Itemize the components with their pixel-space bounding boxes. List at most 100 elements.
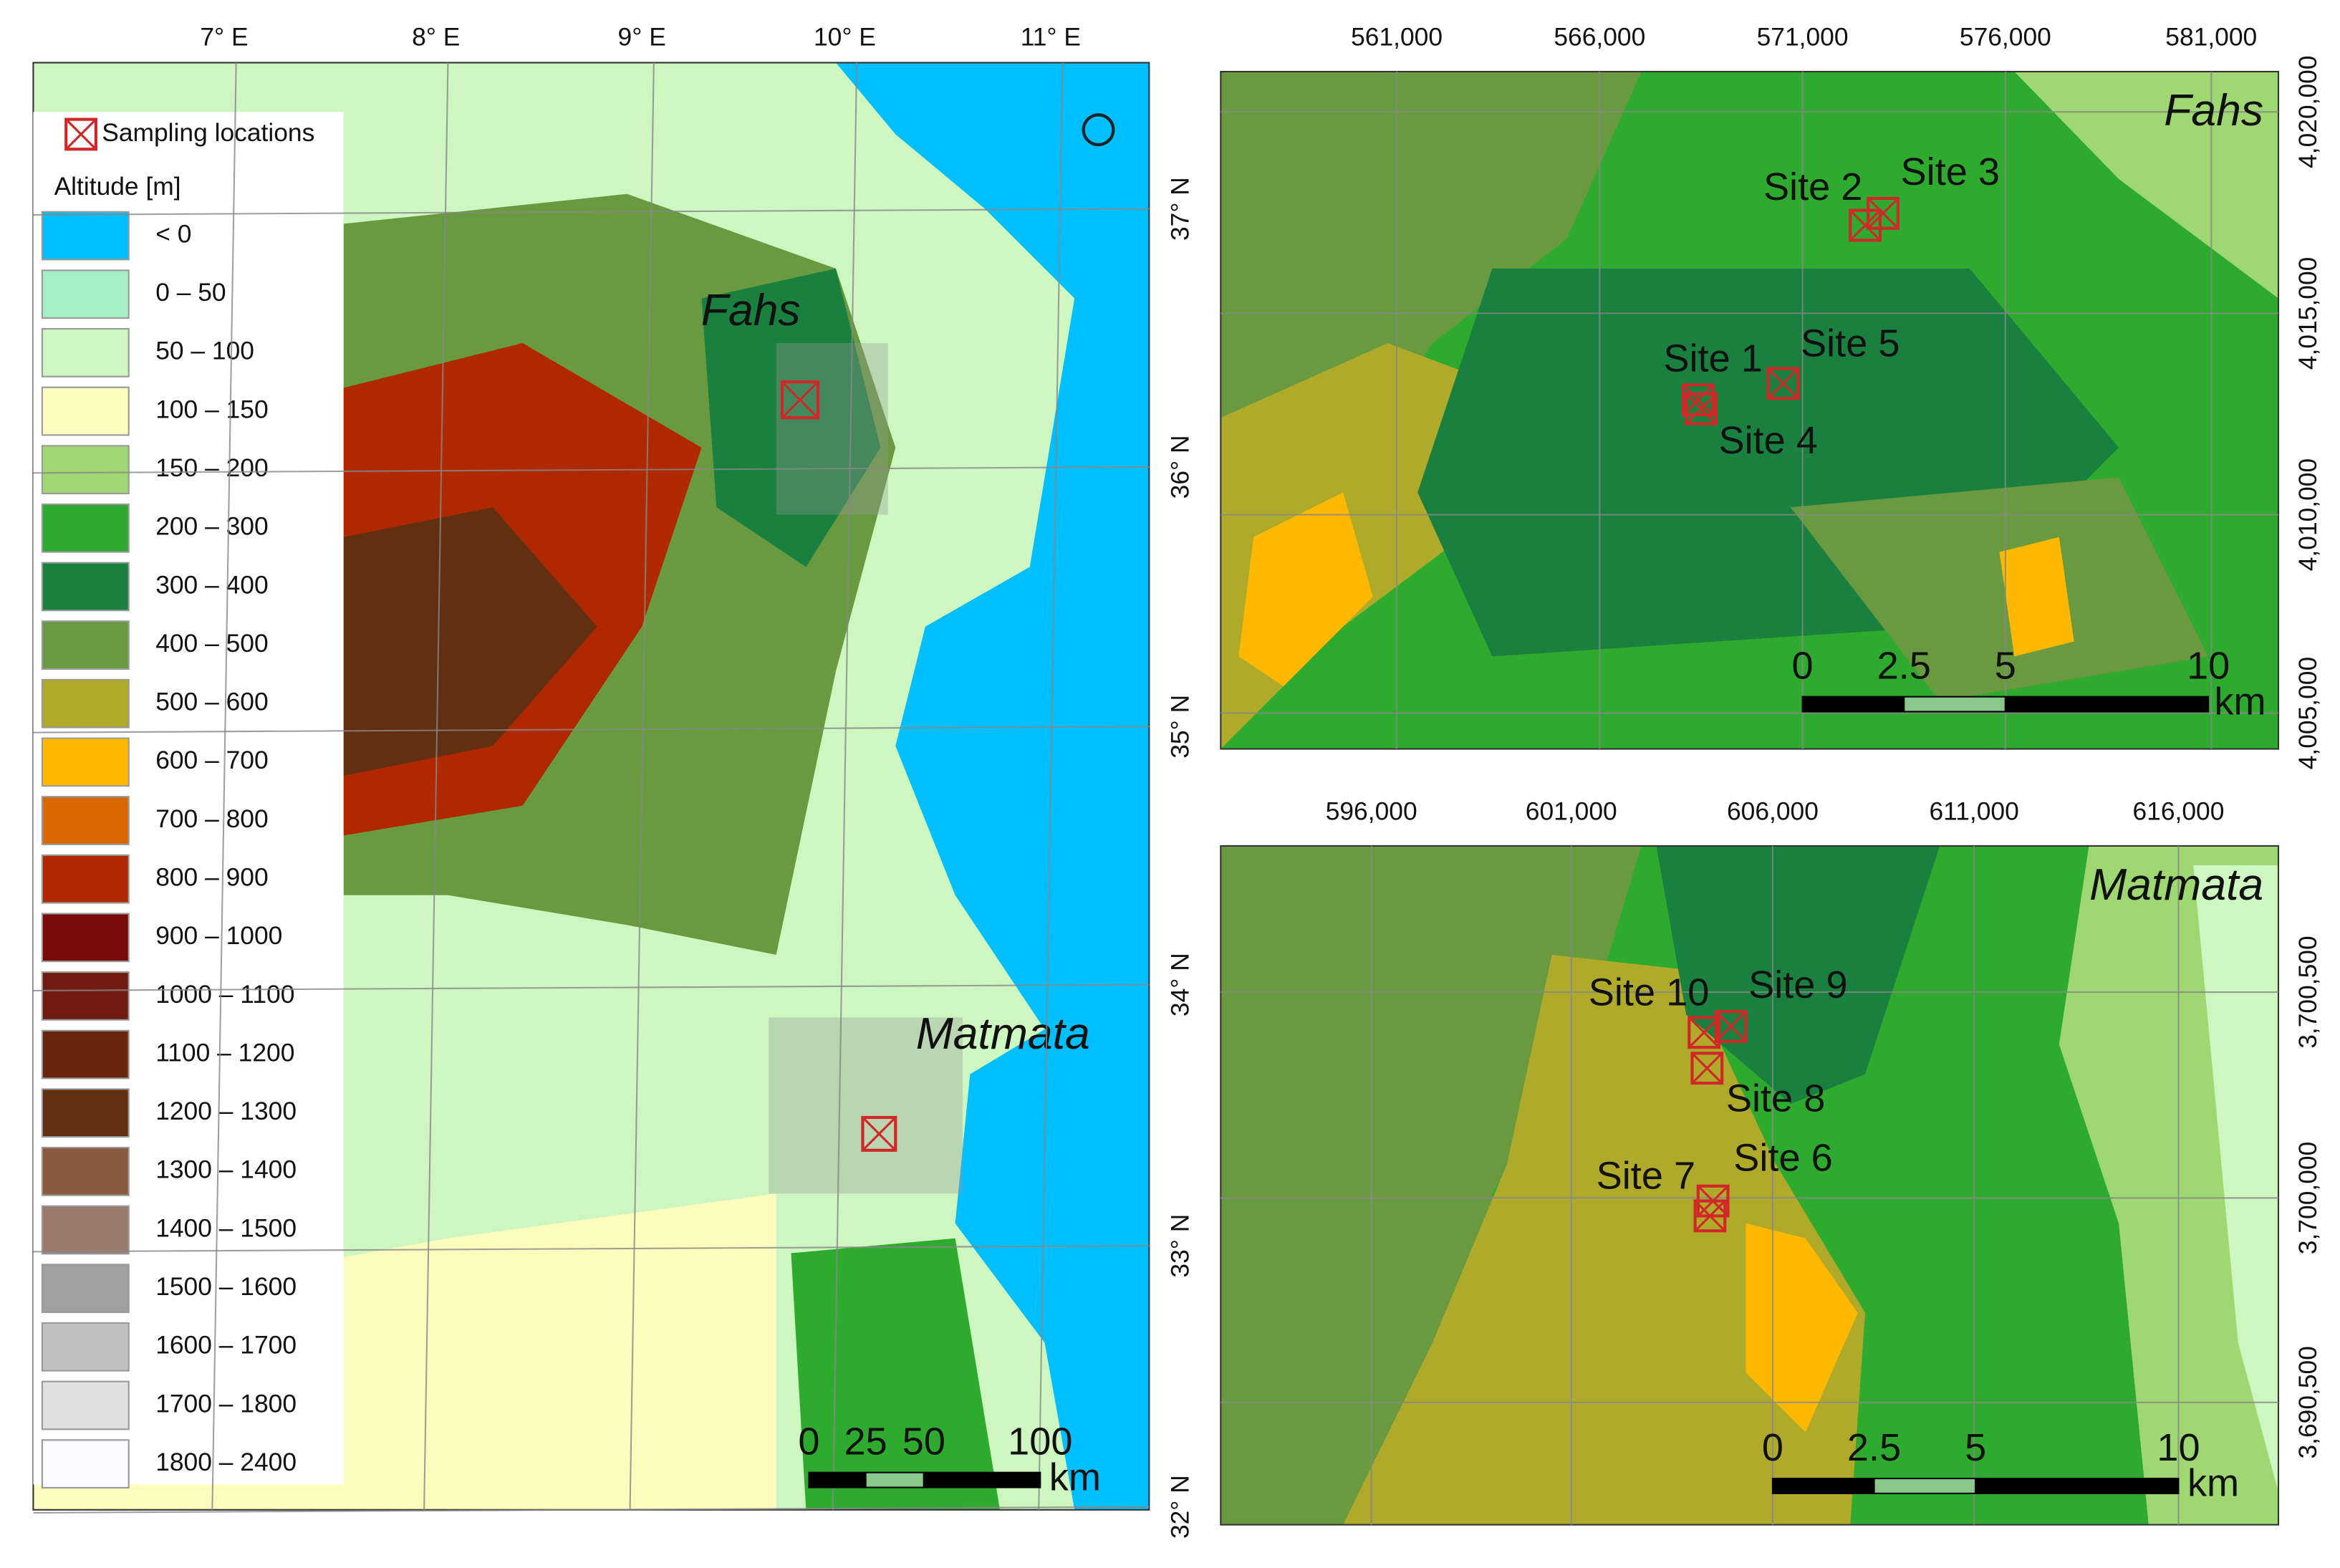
x-label: 576,000 <box>1960 22 2051 51</box>
legend-label: 700 – 800 <box>155 804 268 833</box>
legend-label: 300 – 400 <box>155 570 268 599</box>
lon-label: 8° E <box>412 22 460 51</box>
peaks <box>343 507 597 776</box>
legend-marker <box>64 117 97 151</box>
site-label: Site 6 <box>1733 1137 1832 1180</box>
scale-label: 10 <box>2157 1426 2200 1469</box>
marker-cross <box>1867 197 1900 229</box>
scale-unit: km <box>2214 680 2266 723</box>
x-label: 581,000 <box>2165 22 2257 51</box>
terrain <box>1999 537 2074 657</box>
place-label: Matmata <box>916 1009 1090 1059</box>
legend-swatch <box>41 386 130 436</box>
scale-label: 100 <box>1008 1420 1072 1463</box>
legend-label: 1500 – 1600 <box>155 1272 297 1301</box>
site-label: Site 2 <box>1763 165 1862 208</box>
legend-swatch <box>41 796 130 845</box>
terrain <box>2193 865 2279 1492</box>
matmata-axes: 596,000 601,000 606,000 611,000 616,000 3,700… <box>1220 797 2322 1525</box>
y-label: 4,020,000 <box>2293 55 2322 168</box>
grid-line <box>33 1506 1150 1514</box>
site-marker <box>1849 208 1882 242</box>
legend-swatch <box>41 971 130 1021</box>
site-label: Site 9 <box>1748 963 1847 1006</box>
marker-box <box>1766 367 1800 400</box>
marker-cross <box>1682 384 1714 416</box>
scale-label: 10 <box>2187 644 2230 687</box>
map-title: Matmata <box>2089 860 2263 910</box>
site-label: Site 3 <box>1901 150 2000 193</box>
marker-box <box>1693 1199 1727 1233</box>
scale-unit: km <box>1049 1456 1101 1499</box>
lon-label: 9° E <box>618 22 666 51</box>
grid-line <box>33 466 1150 474</box>
x-label: 606,000 <box>1727 797 1819 825</box>
legend-label: 100 – 150 <box>155 395 268 423</box>
scale-label: 5 <box>1965 1426 1986 1469</box>
site-label: Site 10 <box>1589 971 1710 1014</box>
scale-label: 0 <box>798 1420 819 1463</box>
lon-label: 10° E <box>814 22 876 51</box>
site-label: Site 4 <box>1718 419 1817 462</box>
legend-swatch <box>41 1439 130 1488</box>
site-marker <box>1714 1010 1748 1043</box>
marker-cross <box>1685 393 1717 425</box>
terrain <box>1746 1223 1858 1433</box>
marker-box <box>1690 1052 1724 1085</box>
legend-title: Altitude [m] <box>54 172 181 201</box>
marker-cross <box>1767 367 1799 400</box>
marker-cross <box>1849 209 1882 241</box>
hills-south <box>791 1238 1001 1510</box>
terrain <box>2014 71 2279 299</box>
fahs-axes: 561,000 566,000 571,000 576,000 581,000 4,020… <box>1220 22 2322 769</box>
site-marker <box>1693 1199 1727 1233</box>
place-label: Fahs <box>701 285 801 335</box>
sea <box>835 62 1150 1510</box>
marker-box <box>1714 1010 1748 1043</box>
x-label: 561,000 <box>1351 22 1443 51</box>
scale-label: 25 <box>844 1420 887 1463</box>
terrain <box>1656 845 1940 1105</box>
lat-label: 35° N <box>1166 695 1195 759</box>
legend-swatch <box>41 1088 130 1138</box>
marker <box>780 380 820 420</box>
y-label: 4,015,000 <box>2293 257 2322 370</box>
scale-label: 0 <box>1762 1426 1783 1469</box>
marker-cross <box>1694 1200 1726 1232</box>
legend-label: 0 – 50 <box>155 278 226 307</box>
y-label: 3,690,500 <box>2293 1346 2322 1458</box>
legend-swatch <box>41 620 130 670</box>
matmata-box <box>769 1017 963 1194</box>
scale-label: 0 <box>1792 644 1814 687</box>
scale-unit: km <box>2187 1462 2239 1505</box>
x-label: 601,000 <box>1526 797 1617 825</box>
legend-swatch <box>41 913 130 963</box>
x-label: 616,000 <box>2132 797 2224 825</box>
legend-swatch <box>41 1205 130 1255</box>
grid-line <box>33 983 1150 992</box>
scale-segment <box>1801 696 1905 713</box>
grid-line <box>1038 62 1064 1510</box>
legend-swatch <box>41 854 130 904</box>
x-label: 571,000 <box>1757 22 1849 51</box>
legend-swatch <box>41 503 130 553</box>
legend-swatch <box>41 211 130 261</box>
legend-swatch <box>41 1322 130 1372</box>
frame <box>1220 845 2280 1526</box>
left-axes: 7° E 8° E 9° E 10° E 11° E 37° N 36° N 35° N 34°… <box>33 22 1195 1539</box>
site-marker <box>1867 196 1900 230</box>
lon-label: 7° E <box>200 22 248 51</box>
x-label: 611,000 <box>1929 797 2018 825</box>
legend-swatch <box>41 269 130 319</box>
site-marker <box>1766 367 1800 400</box>
frame <box>1220 70 2280 750</box>
legend: Sampling locations Altitude [m] < 0 0 – 5… <box>33 112 344 1488</box>
legend-label: 1100 – 1200 <box>155 1038 294 1067</box>
scale-segment <box>1975 1477 2180 1494</box>
scale-label: 5 <box>1995 644 2016 687</box>
marker-box <box>1867 196 1900 230</box>
y-label: 4,005,000 <box>2293 657 2322 769</box>
legend-swatch <box>41 1264 130 1314</box>
grid-line <box>211 62 237 1510</box>
